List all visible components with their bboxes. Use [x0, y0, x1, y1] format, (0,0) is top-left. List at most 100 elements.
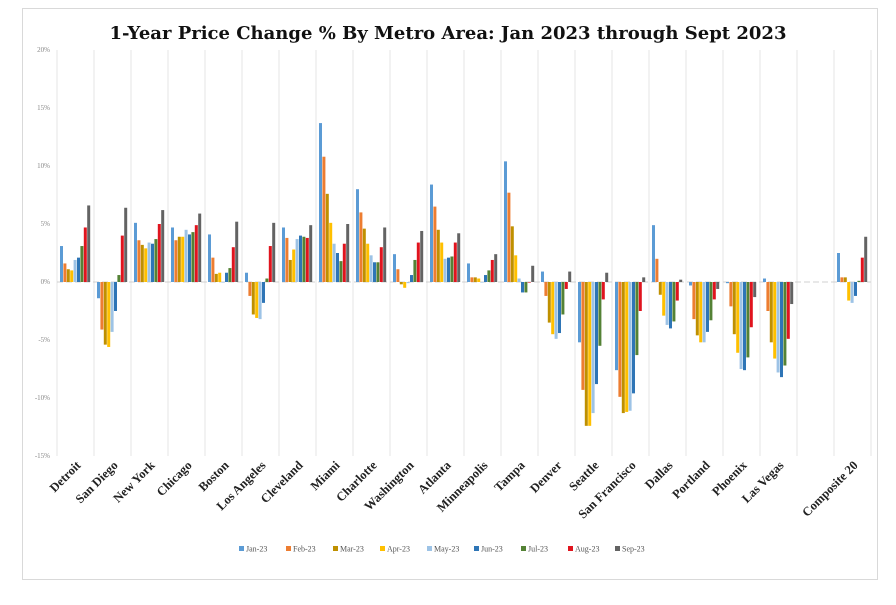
bar-chicago-jul-23	[191, 232, 195, 282]
bar-atlanta-feb-23	[433, 206, 437, 282]
bar-san-francisco-sep-23	[642, 277, 646, 282]
x-tick-label: Composite 20	[799, 458, 860, 519]
bar-composite-20-jul-23	[857, 280, 861, 282]
bar-miami-apr-23	[329, 222, 333, 282]
bar-tampa-jun-23	[521, 282, 524, 293]
bar-detroit-jul-23	[80, 246, 84, 282]
y-tick-label: 5%	[41, 220, 51, 228]
bar-dallas-mar-23	[658, 282, 662, 295]
bar-phoenix-sep-23	[753, 282, 757, 298]
bar-dallas-jan-23	[652, 225, 655, 282]
bar-cleveland-aug-23	[305, 237, 309, 282]
bar-washington-sep-23	[420, 230, 424, 282]
bar-san-diego-sep-23	[124, 207, 128, 282]
bar-new-york-jun-23	[151, 243, 154, 282]
bar-composite-20-mar-23	[843, 277, 847, 282]
bar-seattle-may-23	[591, 282, 595, 414]
bar-miami-jun-23	[336, 253, 339, 282]
bar-miami-may-23	[332, 243, 336, 282]
bar-charlotte-apr-23	[366, 243, 370, 282]
bar-cleveland-may-23	[295, 239, 299, 282]
y-tick-label: -5%	[38, 336, 50, 344]
legend-label: Feb-23	[293, 545, 316, 554]
bar-chicago-jan-23	[171, 227, 174, 282]
bar-las-vegas-sep-23	[790, 282, 794, 305]
legend-swatch	[521, 546, 526, 551]
bar-boston-feb-23	[211, 257, 215, 282]
bar-composite-20-aug-23	[860, 257, 864, 282]
bar-portland-feb-23	[692, 282, 696, 320]
bar-washington-jan-23	[393, 254, 396, 282]
x-tick-label: Portland	[669, 458, 712, 501]
bar-tampa-aug-23	[527, 282, 531, 283]
bar-denver-aug-23	[564, 282, 568, 289]
bar-tampa-sep-23	[531, 265, 535, 282]
bar-charlotte-sep-23	[383, 227, 387, 282]
bar-san-diego-may-23	[110, 282, 114, 332]
bar-las-vegas-may-23	[776, 282, 780, 373]
legend-label: Mar-23	[340, 545, 364, 554]
bar-boston-may-23	[221, 282, 225, 283]
bar-portland-jul-23	[709, 282, 713, 321]
bar-detroit-mar-23	[66, 269, 70, 282]
bar-san-francisco-aug-23	[638, 282, 642, 311]
bar-minneapolis-jun-23	[484, 275, 487, 282]
bar-washington-jun-23	[410, 275, 413, 282]
bar-composite-20-apr-23	[847, 282, 851, 301]
bar-portland-aug-23	[712, 282, 716, 300]
bar-los-angeles-may-23	[258, 282, 262, 320]
x-tick-label: Chicago	[154, 458, 195, 499]
bar-dallas-sep-23	[679, 279, 683, 282]
bar-washington-aug-23	[416, 242, 420, 282]
bar-dallas-jun-23	[669, 282, 672, 329]
bar-chicago-sep-23	[198, 213, 202, 282]
y-tick-label: 20%	[37, 46, 50, 54]
bar-washington-mar-23	[399, 282, 403, 285]
bar-los-angeles-apr-23	[255, 282, 259, 318]
bar-chicago-mar-23	[177, 236, 181, 282]
legend: Jan-23 Feb-23 Mar-23 Apr-23 May-23 Jun-23 Jul-…	[239, 545, 645, 554]
bar-boston-jun-23	[225, 272, 228, 282]
y-tick-label: 10%	[37, 162, 50, 170]
bar-cleveland-sep-23	[309, 225, 313, 282]
legend-label: Jul-23	[528, 545, 548, 554]
bar-charlotte-jul-23	[376, 262, 380, 282]
legend-label: Apr-23	[387, 545, 410, 554]
bar-new-york-sep-23	[161, 210, 165, 282]
bar-san-francisco-mar-23	[621, 282, 625, 414]
y-tick-label: 15%	[37, 104, 50, 112]
bar-portland-sep-23	[716, 282, 720, 289]
bar-san-diego-jul-23	[117, 275, 121, 282]
bar-san-diego-jan-23	[97, 282, 100, 299]
bar-boston-aug-23	[231, 247, 235, 282]
bar-las-vegas-mar-23	[769, 282, 773, 343]
bar-las-vegas-aug-23	[786, 282, 790, 339]
bar-minneapolis-mar-23	[473, 277, 477, 282]
bar-chicago-may-23	[184, 229, 188, 282]
bar-dallas-aug-23	[675, 282, 679, 301]
bar-phoenix-jul-23	[746, 282, 750, 358]
bar-los-angeles-jul-23	[265, 278, 269, 282]
legend-swatch	[474, 546, 479, 551]
bar-san-diego-apr-23	[107, 282, 111, 347]
y-tick-label: 0%	[41, 278, 51, 286]
bar-seattle-sep-23	[605, 272, 609, 282]
bar-seattle-jul-23	[598, 282, 602, 346]
bar-los-angeles-sep-23	[272, 222, 276, 282]
bar-new-york-feb-23	[137, 240, 141, 282]
bar-charlotte-may-23	[369, 255, 373, 282]
bar-phoenix-may-23	[739, 282, 743, 369]
bar-chicago-apr-23	[181, 236, 185, 282]
bar-boston-mar-23	[214, 273, 218, 282]
bar-washington-jul-23	[413, 259, 417, 282]
bar-san-francisco-feb-23	[618, 282, 622, 397]
bar-atlanta-aug-23	[453, 242, 457, 282]
bar-detroit-apr-23	[70, 270, 74, 282]
bar-charlotte-jan-23	[356, 189, 359, 282]
legend-swatch	[380, 546, 385, 551]
bar-cleveland-feb-23	[285, 237, 289, 282]
bar-miami-aug-23	[342, 243, 346, 282]
